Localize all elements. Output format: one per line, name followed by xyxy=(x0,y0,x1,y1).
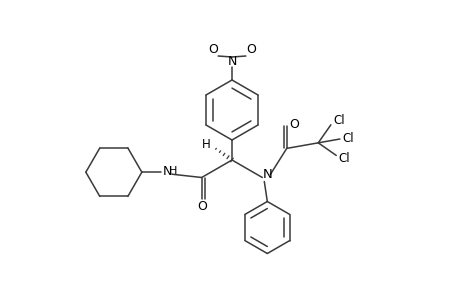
Text: N: N xyxy=(262,168,272,181)
Text: N: N xyxy=(227,55,236,68)
Text: O: O xyxy=(196,200,206,213)
Text: Cl: Cl xyxy=(341,131,353,145)
Text: Cl: Cl xyxy=(332,114,344,127)
Text: Cl: Cl xyxy=(338,152,349,165)
Text: O: O xyxy=(288,118,298,131)
Text: N: N xyxy=(163,165,172,178)
Text: H: H xyxy=(168,166,177,176)
Text: O: O xyxy=(208,43,218,56)
Text: O: O xyxy=(246,43,255,56)
Text: H: H xyxy=(201,137,210,151)
